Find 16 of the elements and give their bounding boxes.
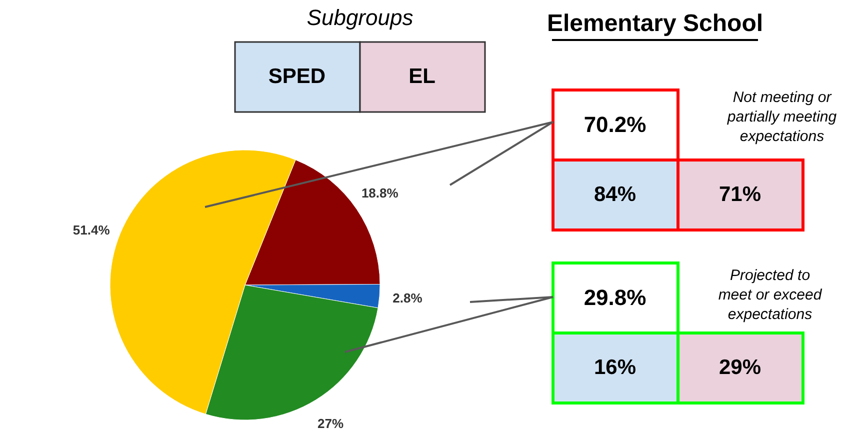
text: EL	[408, 65, 436, 88]
text: Subgroups	[306, 5, 414, 30]
text: 29.8%	[584, 285, 646, 310]
text: SPED	[268, 65, 326, 88]
text: 29%	[718, 356, 762, 379]
text: Not meeting or partially meeting expectations	[726, 89, 838, 145]
text: 71%	[718, 183, 762, 206]
text: Projected to meet or exceed expectations	[718, 267, 822, 323]
text: 84%	[594, 183, 636, 206]
data-label: 51.4%	[72, 222, 110, 238]
text: Elementary School	[546, 10, 764, 37]
data-label: 27%	[317, 416, 344, 431]
text: 70.2%	[584, 112, 646, 137]
data-label: 18.8%	[361, 185, 399, 200]
data-label: 2.8%	[392, 290, 423, 306]
text: 16%	[594, 356, 636, 379]
